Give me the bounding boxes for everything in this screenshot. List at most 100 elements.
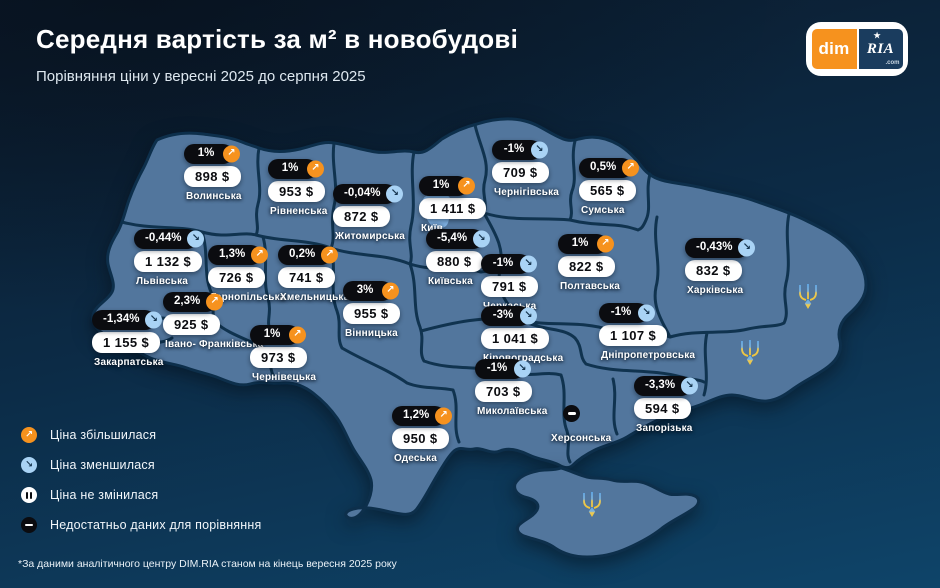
region-badge: 1,2% ↗ 950 $ Одеська [392, 406, 453, 464]
percent-value: 1% [263, 328, 281, 340]
region-badge: -1% ↘ 703 $ Миколаївська [475, 359, 548, 417]
price-pill: 950 $ [392, 427, 449, 449]
percent-value: -1% [610, 306, 632, 318]
minus-icon [21, 517, 37, 533]
region-badge: -1,34% ↘ 1 155 $ Закарпатська [92, 310, 164, 368]
legend-item: ↗ Ціна збільшилася [21, 427, 261, 443]
region-badge: 1% ↗ 973 $ Чернівецька [250, 325, 316, 383]
price-pill: 709 $ [492, 161, 549, 183]
percent-pill: -1% ↘ [599, 303, 655, 323]
arrow-down-icon: ↘ [386, 185, 404, 203]
percent-pill: 1% ↗ [268, 159, 324, 179]
price-pill: 872 $ [333, 205, 390, 227]
percent-value: 1% [197, 147, 215, 159]
legend-label: Ціна не змінилася [50, 488, 159, 502]
arrow-down-icon: ↘ [473, 230, 491, 248]
region-name: Чернігівська [494, 186, 560, 198]
percent-value: 1,3% [219, 248, 246, 260]
crimea-peninsula [513, 466, 701, 559]
region-badge: -0,04% ↘ 872 $ Житомирська [333, 184, 405, 242]
region-badge: -1% ↘ 1 107 $ Дніпропетровська [599, 303, 695, 361]
price-pill: 973 $ [250, 346, 307, 368]
region-badge: -1%↘791 $Черкаська [481, 254, 538, 312]
percent-value: -0,43% [696, 241, 733, 253]
footnote: *За даними аналітичного центру DIM.RIA с… [18, 558, 397, 570]
percent-value: 0,5% [590, 161, 617, 173]
star-icon: ★ [873, 31, 882, 40]
region-name: Рівненська [270, 205, 328, 217]
percent-pill: -3% ↘ [481, 306, 537, 326]
region-name: Київська [428, 275, 473, 287]
arrow-up-icon: ↗ [289, 326, 306, 344]
region-badge: 1% ↗ 1 411 $ Київ [419, 176, 487, 234]
percent-value: -3% [492, 309, 514, 321]
ria-com-text: .com [885, 60, 900, 66]
arrow-down-icon: ↘ [738, 239, 756, 257]
percent-value: 1% [432, 179, 450, 191]
percent-pill: 1% ↗ [558, 234, 614, 254]
percent-pill: 1% ↗ [184, 144, 240, 164]
region-badge: -3,3% ↘ 594 $ Запорізька [634, 376, 699, 434]
arrow-down-icon: ↘ [520, 255, 537, 273]
minus-icon [563, 405, 580, 422]
price-pill: 565 $ [579, 179, 636, 201]
arrow-up-icon: ↗ [21, 427, 37, 443]
legend-label: Ціна зменшилася [50, 458, 155, 472]
region-name: Волинська [186, 190, 242, 202]
region-name: Івано- Франківська [165, 338, 264, 350]
arrow-down-icon: ↘ [21, 457, 37, 473]
percent-value: 1% [281, 162, 299, 174]
arrow-up-icon: ↗ [382, 282, 399, 300]
percent-pill: -1% ↘ [475, 359, 531, 379]
legend-item: ↘ Ціна зменшилася [21, 457, 261, 473]
arrow-up-icon: ↗ [597, 235, 614, 253]
percent-pill: 1,3% ↗ [208, 245, 269, 265]
region-badge: -5,4% ↘ 880 $ Київська [426, 229, 491, 287]
percent-value: -1% [503, 143, 525, 155]
arrow-down-icon: ↘ [681, 377, 699, 395]
ria-logo-text: RIA [866, 40, 895, 57]
region-badge: 1,3% ↗ 726 $ Тернопільська [208, 245, 286, 303]
percent-pill: -5,4% ↘ [426, 229, 491, 249]
percent-value: -3,3% [645, 379, 676, 391]
region-name: Київ [421, 222, 444, 234]
percent-pill: 1,2% ↗ [392, 406, 453, 426]
dimria-logo[interactable]: dim ★ RIA .com [806, 22, 908, 76]
dim-logo-block: dim [811, 29, 857, 69]
arrow-up-icon: ↗ [223, 145, 240, 163]
pause-icon [21, 487, 37, 503]
arrow-up-icon: ↗ [435, 407, 453, 425]
percent-pill: -0,43% ↘ [685, 238, 756, 258]
region-badge: -0,44% ↘ 1 132 $ Львівська [134, 229, 205, 287]
region-name: Миколаївська [477, 405, 548, 417]
price-pill: 953 $ [268, 180, 325, 202]
percent-value: 1,2% [403, 409, 430, 421]
region-badge: 0,5% ↗ 565 $ Сумська [579, 158, 640, 216]
region-badge: Херсонська [551, 405, 611, 444]
region-name: Дніпропетровська [601, 349, 696, 361]
legend-label: Недостатньо даних для порівняння [50, 518, 262, 532]
percent-value: -5,4% [437, 232, 468, 244]
region-name: Тернопільська [210, 291, 286, 303]
region-badge: -3% ↘ 1 041 $ Кіровоградська [481, 306, 563, 364]
price-pill: 1 132 $ [134, 250, 203, 272]
percent-pill: -1,34% ↘ [92, 310, 163, 330]
price-pill: 880 $ [426, 250, 483, 272]
arrow-down-icon: ↘ [531, 141, 548, 159]
region-name: Запорізька [636, 422, 693, 434]
region-name: Львівська [136, 275, 189, 287]
percent-pill: -0,04% ↘ [333, 184, 404, 204]
region-badge: 0,2% ↗ 741 $ Хмельницька [278, 245, 349, 303]
region-name: Житомирська [335, 230, 406, 242]
percent-pill: 3% ↗ [343, 281, 399, 301]
legend-item: Ціна не змінилася [21, 487, 261, 503]
region-badge: 1% ↗ 953 $ Рівненська [268, 159, 328, 217]
price-pill: 822 $ [558, 255, 615, 277]
percent-pill: 1% ↗ [250, 325, 306, 345]
price-pill: 955 $ [343, 302, 400, 324]
percent-pill: -1% ↘ [481, 254, 537, 274]
region-name: Харківська [687, 284, 744, 296]
price-pill: 594 $ [634, 397, 691, 419]
region-name: Сумська [581, 204, 625, 216]
